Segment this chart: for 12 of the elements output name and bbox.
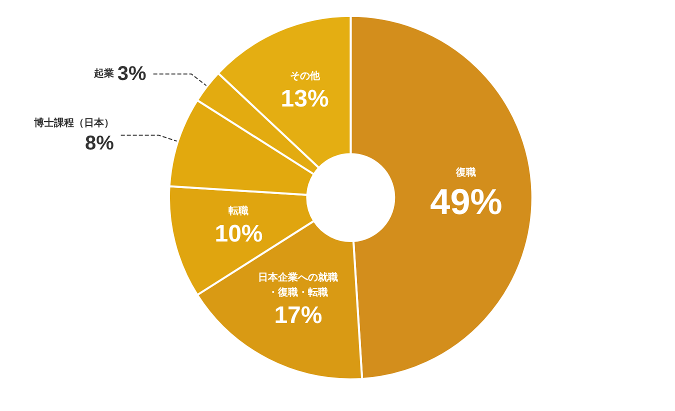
slice-label: その他 [290,70,321,82]
slice-label: 起業 [93,67,114,80]
data-label: 49% [430,180,502,222]
slice-label: 博士課程（日本） [32,116,114,129]
data-label: 8% [84,132,114,154]
slice-label: 復職 [455,166,476,178]
data-label: 10% [214,220,263,248]
data-label: 13% [280,86,329,113]
data-label: 17% [274,302,322,330]
data-label: 3% [117,62,147,85]
slice-label: 日本企業への就職・復職・転職 [258,272,338,299]
slice-label: 転職 [228,204,249,217]
